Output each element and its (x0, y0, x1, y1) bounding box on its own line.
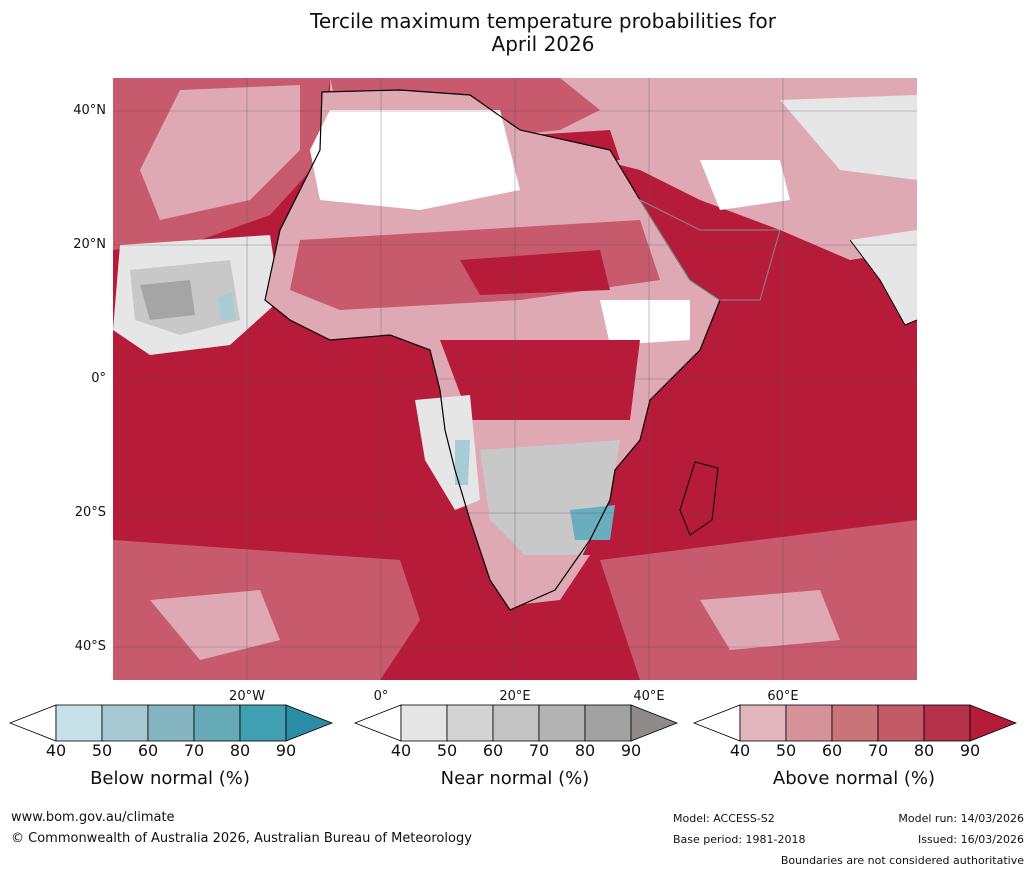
above-colorbar-tick: 60 (821, 741, 843, 760)
southern-ocean-light-patch (700, 590, 840, 650)
near-colorbar-segment (584, 704, 632, 742)
above-colorbar-tick: 70 (867, 741, 889, 760)
tropical-atlantic-near-dark (140, 280, 195, 320)
graticule (113, 78, 917, 680)
colorbar-near-normal (353, 704, 679, 742)
footer-copyright: © Commonwealth of Australia 2026, Austra… (11, 831, 472, 846)
india-coastline (849, 239, 917, 326)
near-colorbar-tick: 60 (482, 741, 504, 760)
near-colorbar-tick: 50 (436, 741, 458, 760)
lon-label-40e: 40°E (633, 689, 665, 704)
south-africa-zone (495, 555, 590, 605)
above-colorbar-max-triangle (969, 704, 1018, 742)
below-colorbar-segment (55, 704, 103, 742)
below-colorbar-tick: 60 (137, 741, 159, 760)
near-colorbar-tick: 70 (528, 741, 550, 760)
title-line-2: April 2026 (491, 32, 595, 56)
south-atlantic-light-patch (150, 590, 280, 660)
above-colorbar-tick: 40 (729, 741, 751, 760)
above-colorbar-tick: 90 (959, 741, 981, 760)
africa-coastline (264, 89, 721, 611)
footer-model: Model: ACCESS-S2 (673, 812, 775, 825)
below-colorbar-segment (147, 704, 195, 742)
colorbar-below-title: Below normal (%) (90, 768, 250, 789)
near-colorbar-segment (492, 704, 540, 742)
above-colorbar-min-triangle (692, 704, 741, 742)
central-asia-near-zone (780, 95, 917, 180)
near-colorbar-segment (538, 704, 586, 742)
near-colorbar-max-triangle (630, 704, 679, 742)
below-colorbar-tick: 70 (183, 741, 205, 760)
below-colorbar-tick: 50 (91, 741, 113, 760)
above-colorbar-segment (877, 704, 925, 742)
below-colorbar-segment (101, 704, 149, 742)
below-colorbar-max-triangle (285, 704, 334, 742)
lat-label-20n: 20°N (73, 237, 106, 252)
madagascar (679, 461, 719, 536)
below-colorbar-tick: 80 (229, 741, 251, 760)
near-colorbar-segment (446, 704, 494, 742)
map-area (113, 78, 917, 680)
footer-base-period: Base period: 1981-2018 (673, 833, 806, 846)
colorbar-above-normal (692, 704, 1018, 742)
india-zone (850, 230, 917, 325)
above-colorbar-segment (923, 704, 971, 742)
lat-label-0: 0° (91, 371, 106, 386)
footer-issued: Issued: 16/03/2026 (917, 833, 1024, 846)
below-colorbar-segment (239, 704, 287, 742)
near-colorbar-tick: 90 (620, 741, 642, 760)
below-colorbar-tick: 40 (45, 741, 67, 760)
lon-label-60e: 60°E (767, 689, 799, 704)
lon-label-20w: 20°W (229, 689, 265, 704)
sahel-high-zone (460, 250, 610, 295)
footer-disclaimer: Boundaries are not considered authoritat… (780, 854, 1024, 867)
arabia-boundary (638, 198, 781, 301)
near-colorbar-tick: 80 (574, 741, 596, 760)
lat-label-40s: 40°S (74, 639, 106, 654)
ethiopia-white-patch (600, 300, 690, 345)
colorbar-above-title: Above normal (%) (772, 768, 936, 789)
footer-model-run: Model run: 14/03/2026 (898, 812, 1024, 825)
sahara-white-zone (310, 110, 520, 210)
lat-label-40n: 40°N (73, 103, 106, 118)
above-colorbar-segment (785, 704, 833, 742)
above-colorbar-tick: 80 (913, 741, 935, 760)
central-africa-high-zone (440, 340, 640, 420)
arabia-white-patch (700, 160, 790, 210)
above-colorbar-tick: 50 (775, 741, 797, 760)
below-colorbar-segment (193, 704, 241, 742)
above-colorbar-segment (739, 704, 787, 742)
below-colorbar-min-triangle (8, 704, 57, 742)
chart-title: Tercile maximum temperature probabilitie… (0, 10, 1035, 56)
colorbar-near-title: Near normal (%) (440, 768, 590, 789)
near-colorbar-tick: 40 (390, 741, 412, 760)
lat-label-20s: 20°S (74, 505, 106, 520)
lon-label-0: 0° (373, 689, 389, 704)
colorbar-below-normal (8, 704, 334, 742)
footer-website: www.bom.gov.au/climate (11, 810, 175, 825)
title-line-1: Tercile maximum temperature probabilitie… (310, 9, 776, 33)
atlantic-below-patch (218, 292, 236, 322)
angola-below-patch (455, 440, 470, 485)
above-colorbar-segment (831, 704, 879, 742)
near-colorbar-segment (400, 704, 448, 742)
north-atlantic-light-zone (140, 85, 300, 220)
below-colorbar-tick: 90 (275, 741, 297, 760)
lon-label-20e: 20°E (499, 689, 531, 704)
near-colorbar-min-triangle (353, 704, 402, 742)
